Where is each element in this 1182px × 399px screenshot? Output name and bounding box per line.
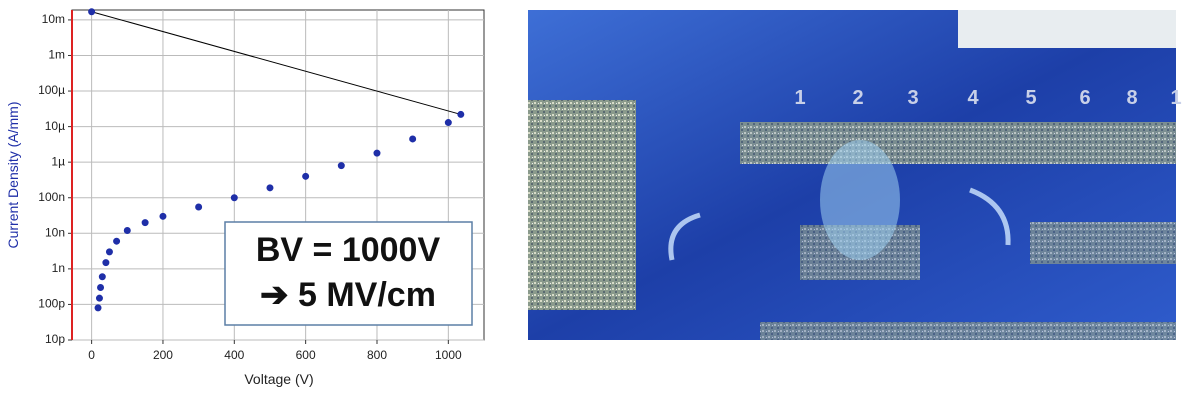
- data-point: [94, 304, 102, 312]
- data-point: [159, 212, 167, 220]
- data-point: [302, 172, 310, 180]
- connector-line: [91, 11, 461, 115]
- y-tick-label: 1n: [52, 261, 65, 275]
- annotation-text: ➔ 5 MV/cm: [260, 276, 436, 314]
- photo-label: 8: [1126, 87, 1137, 109]
- x-tick-label: 200: [153, 348, 173, 362]
- photo-pad-row: [1030, 222, 1176, 264]
- x-tick-label: 600: [296, 348, 316, 362]
- photo-pad: [528, 100, 636, 310]
- photo-label: 6: [1079, 87, 1090, 109]
- annotation-box: [224, 221, 473, 326]
- data-point: [88, 8, 96, 16]
- photo-label: 1: [794, 87, 805, 109]
- data-point: [123, 226, 131, 234]
- x-tick-label: 400: [224, 348, 244, 362]
- photo-glow: [820, 140, 900, 260]
- data-point: [97, 283, 105, 291]
- photo-pad: [958, 10, 1176, 48]
- data-point: [230, 194, 238, 202]
- y-tick-label: 100p: [38, 297, 65, 311]
- y-tick-label: 10n: [45, 225, 65, 239]
- photo-label: 5: [1025, 87, 1036, 109]
- y-tick-label: 1m: [48, 48, 65, 62]
- data-point: [141, 219, 149, 227]
- x-axis-label: Voltage (V): [244, 371, 313, 387]
- y-tick-label: 10µ: [45, 119, 65, 133]
- annotation-text: BV = 1000V: [256, 231, 441, 269]
- data-point: [195, 203, 203, 211]
- y-tick-label: 100n: [38, 190, 65, 204]
- data-point: [337, 162, 345, 170]
- photo-label: 1: [1170, 87, 1181, 109]
- photo-label: 3: [907, 87, 918, 109]
- y-axis-label: Current Density (A/mm): [5, 101, 21, 248]
- data-point: [102, 259, 110, 267]
- x-tick-label: 0: [88, 348, 95, 362]
- data-point: [113, 237, 121, 245]
- data-point: [266, 184, 274, 192]
- x-tick-label: 1000: [435, 348, 462, 362]
- photo-label: 4: [967, 87, 979, 109]
- photo-glow: [969, 187, 1011, 246]
- data-point: [95, 294, 103, 302]
- data-point: [457, 110, 465, 118]
- y-tick-label: 1µ: [51, 154, 65, 168]
- data-point: [409, 135, 417, 143]
- y-tick-label: 10p: [45, 332, 65, 346]
- data-point: [98, 273, 106, 281]
- photo-pad-row: [740, 122, 1176, 164]
- photo-glow: [668, 212, 701, 261]
- photo: 1 2 3 4 5 6 8 1: [528, 10, 1182, 340]
- y-tick-label: 10m: [42, 12, 65, 26]
- y-tick-label: 100µ: [38, 83, 65, 97]
- photo-pad-row: [760, 322, 1176, 340]
- data-point: [373, 149, 381, 157]
- data-point: [105, 248, 113, 256]
- photo-label: 2: [852, 87, 863, 109]
- data-point: [444, 119, 452, 127]
- x-tick-label: 800: [367, 348, 387, 362]
